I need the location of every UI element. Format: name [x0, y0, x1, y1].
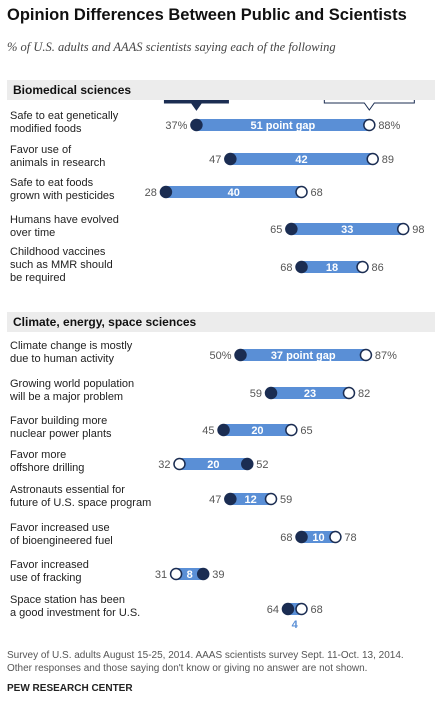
gap-bar	[301, 531, 336, 543]
row-label: Favor more offshore drilling	[10, 449, 85, 474]
scientist-dot	[295, 602, 308, 616]
value-label: 68	[280, 532, 292, 544]
gap-bar	[230, 493, 272, 505]
value-label: 52	[256, 459, 268, 471]
value-label: 47	[209, 154, 221, 166]
value-label: 82	[358, 388, 370, 400]
gap-label: 8	[187, 569, 193, 581]
value-label: 37%	[165, 120, 187, 132]
gap-bar	[223, 424, 292, 436]
adult-dot	[295, 530, 308, 544]
adult-dot	[224, 152, 237, 166]
value-label: 64	[267, 604, 279, 616]
adult-dot	[224, 492, 237, 506]
gap-bar	[240, 349, 366, 361]
adult-dot	[196, 567, 210, 581]
gap-bar	[271, 387, 349, 399]
value-label: 89	[382, 154, 394, 166]
gap-label: 20	[251, 425, 263, 437]
adult-dot	[159, 185, 173, 199]
scientist-dot	[329, 530, 342, 544]
adult-dot	[264, 386, 278, 400]
gap-bar	[176, 568, 204, 580]
value-label: 88%	[378, 120, 400, 132]
scientist-dot	[363, 118, 376, 132]
adult-dot	[285, 222, 298, 236]
gap-bar	[179, 458, 248, 470]
scientist-dot	[285, 423, 298, 437]
scientist-dot	[366, 152, 379, 166]
gap-label: 4	[292, 619, 299, 631]
value-label: 68	[280, 262, 292, 274]
value-label: 45	[202, 425, 214, 437]
row-label: Climate change is mostly due to human ac…	[10, 340, 133, 365]
scientist-dot	[295, 185, 308, 199]
value-label: 68	[311, 187, 323, 199]
gap-bar	[165, 186, 302, 198]
scientist-dot	[264, 492, 278, 506]
source: PEW RESEARCH CENTER	[7, 683, 133, 694]
gap-label: 33	[341, 224, 353, 236]
value-label: 86	[372, 262, 384, 274]
adult-dot	[190, 118, 203, 132]
scientist-dot	[359, 348, 373, 362]
value-label: 65	[300, 425, 312, 437]
gap-label: 40	[228, 187, 240, 199]
adult-dot	[241, 457, 254, 471]
row-label: Favor increased use of fracking	[10, 559, 89, 584]
row-label: Favor use of animals in research	[10, 144, 106, 169]
subtitle: % of U.S. adults and AAAS scientists say…	[7, 40, 336, 54]
scientist-dot	[169, 567, 183, 581]
value-label: 98	[412, 224, 424, 236]
section-title: Biomedical sciences	[7, 80, 435, 100]
gap-label: 20	[207, 459, 219, 471]
gap-bar	[230, 153, 373, 165]
title: Opinion Differences Between Public and S…	[7, 6, 407, 24]
section-title: Climate, energy, space sciences	[7, 312, 435, 332]
value-label: 65	[270, 224, 282, 236]
gap-bar	[291, 223, 404, 235]
gap-bar	[301, 261, 363, 273]
row-label: Safe to eat foods grown with pesticides	[10, 177, 115, 202]
gap-label: 51 point gap	[250, 120, 315, 132]
adult-dot	[281, 602, 295, 616]
row-label: Humans have evolved over time	[10, 214, 119, 239]
adult-dot	[217, 423, 230, 437]
scientist-dot	[342, 386, 356, 400]
note: Survey of U.S. adults August 15-25, 2014…	[7, 650, 404, 674]
row-label: Favor building more nuclear power plants	[10, 415, 112, 440]
row-label: Childhood vaccines such as MMR should be…	[10, 245, 113, 284]
value-label: 78	[344, 532, 356, 544]
value-label: 39	[212, 569, 224, 581]
value-label: 68	[311, 604, 323, 616]
value-label: 47	[209, 494, 221, 506]
value-label: 59	[280, 494, 292, 506]
scientist-dot	[356, 260, 369, 274]
adult-dot	[234, 348, 247, 362]
gap-label: 23	[304, 388, 316, 400]
value-label: 50%	[209, 350, 231, 362]
gap-label: 37 point gap	[271, 350, 336, 362]
scientist-dot	[396, 222, 410, 236]
value-label: 59	[250, 388, 262, 400]
row-label: Growing world population will be a major…	[10, 378, 135, 403]
gap-label: 42	[295, 154, 307, 166]
row-label: Astronauts essential for future of U.S. …	[10, 484, 152, 509]
row-label: Safe to eat genetically modified foods	[10, 110, 119, 135]
scientist-dot	[173, 457, 186, 471]
value-label: 87%	[375, 350, 397, 362]
gap-label: 10	[312, 532, 324, 544]
gap-bar	[196, 119, 370, 131]
value-label: 32	[158, 459, 170, 471]
value-label: 31	[155, 569, 167, 581]
row-label: Space station has been a good investment…	[10, 594, 141, 619]
gap-label: 18	[326, 262, 338, 274]
gap-label: 12	[245, 494, 257, 506]
value-label: 28	[145, 187, 157, 199]
row-label: Favor increased use of bioengineered fue…	[10, 522, 113, 547]
adult-dot	[295, 260, 308, 274]
